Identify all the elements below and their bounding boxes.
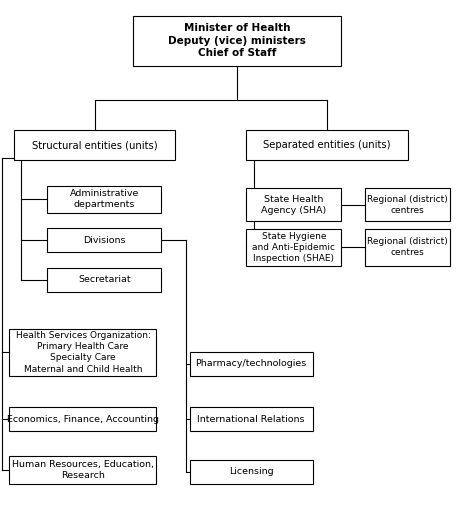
FancyBboxPatch shape [246, 188, 341, 221]
FancyBboxPatch shape [190, 352, 313, 376]
FancyBboxPatch shape [190, 407, 313, 431]
FancyBboxPatch shape [246, 130, 408, 160]
FancyBboxPatch shape [9, 407, 156, 431]
FancyBboxPatch shape [47, 186, 161, 213]
Text: Human Resources, Education,
Research: Human Resources, Education, Research [12, 460, 154, 480]
Text: Economics, Finance, Accounting: Economics, Finance, Accounting [7, 414, 159, 424]
Text: Divisions: Divisions [83, 236, 126, 245]
Text: State Hygiene
and Anti-Epidemic
Inspection (SHAE): State Hygiene and Anti-Epidemic Inspecti… [252, 231, 336, 263]
Text: Pharmacy/technologies: Pharmacy/technologies [196, 359, 307, 369]
FancyBboxPatch shape [47, 268, 161, 292]
Text: Regional (district)
centres: Regional (district) centres [367, 237, 448, 257]
Text: Secretariat: Secretariat [78, 275, 131, 285]
Text: Minister of Health
Deputy (vice) ministers
Chief of Staff: Minister of Health Deputy (vice) ministe… [168, 23, 306, 58]
FancyBboxPatch shape [365, 188, 450, 221]
Text: Structural entities (units): Structural entities (units) [32, 140, 158, 150]
FancyBboxPatch shape [246, 229, 341, 266]
FancyBboxPatch shape [14, 130, 175, 160]
Text: Regional (district)
centres: Regional (district) centres [367, 195, 448, 215]
FancyBboxPatch shape [190, 460, 313, 484]
FancyBboxPatch shape [9, 329, 156, 376]
Text: Licensing: Licensing [229, 467, 273, 477]
Text: International Relations: International Relations [198, 414, 305, 424]
FancyBboxPatch shape [9, 456, 156, 484]
Text: Administrative
departments: Administrative departments [70, 189, 139, 209]
Text: Separated entities (units): Separated entities (units) [264, 140, 391, 150]
FancyBboxPatch shape [133, 16, 341, 66]
Text: State Health
Agency (SHA): State Health Agency (SHA) [261, 195, 327, 215]
Text: Health Services Organization:
Primary Health Care
Specialty Care
Maternal and Ch: Health Services Organization: Primary He… [16, 331, 150, 373]
FancyBboxPatch shape [365, 229, 450, 266]
FancyBboxPatch shape [47, 228, 161, 252]
